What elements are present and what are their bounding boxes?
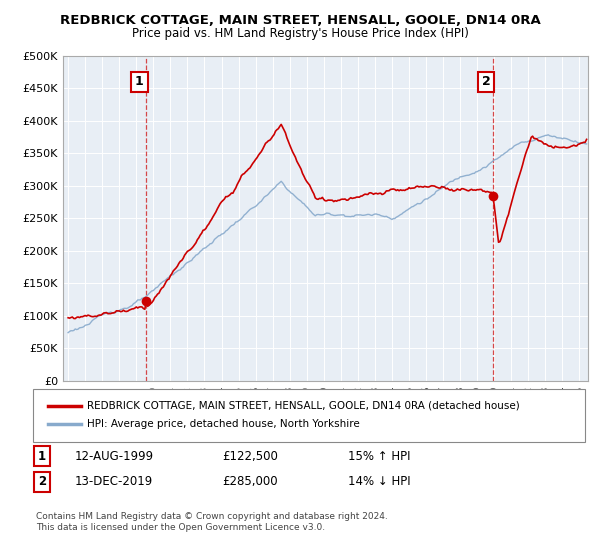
Text: £122,500: £122,500: [222, 450, 278, 463]
Text: 2: 2: [38, 475, 46, 488]
Text: 15% ↑ HPI: 15% ↑ HPI: [348, 450, 410, 463]
Text: 13-DEC-2019: 13-DEC-2019: [75, 475, 153, 488]
Text: 2: 2: [482, 76, 490, 88]
Text: REDBRICK COTTAGE, MAIN STREET, HENSALL, GOOLE, DN14 0RA: REDBRICK COTTAGE, MAIN STREET, HENSALL, …: [59, 14, 541, 27]
Text: Contains HM Land Registry data © Crown copyright and database right 2024.
This d: Contains HM Land Registry data © Crown c…: [36, 512, 388, 532]
Text: Price paid vs. HM Land Registry's House Price Index (HPI): Price paid vs. HM Land Registry's House …: [131, 27, 469, 40]
Text: 12-AUG-1999: 12-AUG-1999: [75, 450, 154, 463]
Text: 1: 1: [38, 450, 46, 463]
Text: 1: 1: [135, 76, 144, 88]
Text: HPI: Average price, detached house, North Yorkshire: HPI: Average price, detached house, Nort…: [87, 419, 360, 430]
Text: £285,000: £285,000: [222, 475, 278, 488]
Text: REDBRICK COTTAGE, MAIN STREET, HENSALL, GOOLE, DN14 0RA (detached house): REDBRICK COTTAGE, MAIN STREET, HENSALL, …: [87, 401, 520, 411]
Text: 14% ↓ HPI: 14% ↓ HPI: [348, 475, 410, 488]
